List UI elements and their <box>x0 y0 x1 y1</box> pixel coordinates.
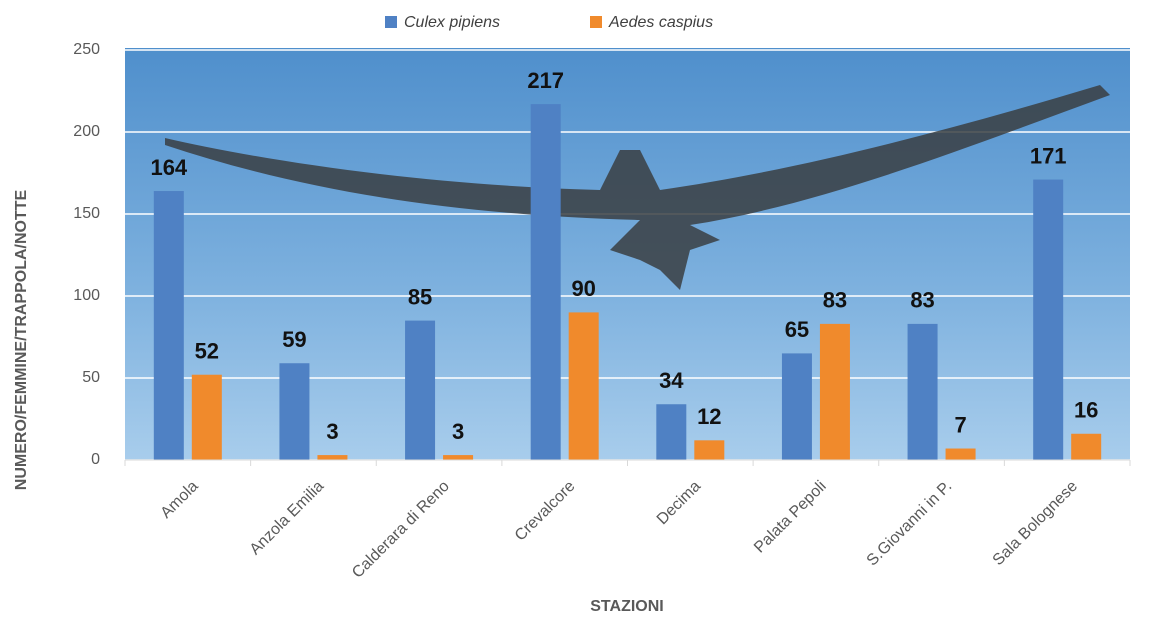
x-tick-label: Anzola Emilia <box>247 478 328 559</box>
y-tick-label: 150 <box>73 205 100 222</box>
bar <box>317 455 348 460</box>
legend-swatch <box>590 16 602 28</box>
data-label: 59 <box>282 327 306 352</box>
data-label: 16 <box>1074 398 1098 423</box>
y-tick-label: 250 <box>73 41 100 58</box>
bar <box>191 374 222 460</box>
bar <box>568 312 599 460</box>
data-label: 171 <box>1030 143 1067 168</box>
bar <box>1071 433 1102 460</box>
y-tick-label: 50 <box>82 369 100 386</box>
data-label: 90 <box>571 276 595 301</box>
data-label: 3 <box>452 419 464 444</box>
bar <box>153 191 184 461</box>
data-label: 52 <box>195 339 219 364</box>
bar <box>279 363 310 460</box>
legend-label: Culex pipiens <box>404 14 500 31</box>
bar <box>694 440 725 460</box>
bar <box>1033 179 1064 460</box>
legend-label: Aedes caspius <box>608 14 713 31</box>
x-tick-label: Palata Pepoli <box>751 478 830 557</box>
bar <box>907 323 938 460</box>
bar <box>405 320 436 460</box>
legend-swatch <box>385 16 397 28</box>
x-tick-label: Calderara di Reno <box>349 478 453 582</box>
data-label: 7 <box>954 412 966 437</box>
bird <box>165 85 1110 290</box>
x-tick-label: S.Giovanni in P. <box>864 478 956 570</box>
x-tick-label: Amola <box>158 478 202 522</box>
y-axis-title: NUMERO/FEMMINE/TRAPPOLA/NOTTE <box>13 189 30 490</box>
bar <box>819 323 850 460</box>
data-label: 83 <box>910 288 934 313</box>
x-tick-label: Crevalcore <box>512 478 579 545</box>
y-tick-label: 0 <box>91 451 100 468</box>
data-label: 12 <box>697 404 721 429</box>
data-label: 83 <box>823 288 847 313</box>
data-label: 34 <box>659 368 684 393</box>
bar <box>945 448 976 460</box>
x-axis-title: STAZIONI <box>590 598 663 615</box>
data-label: 85 <box>408 284 432 309</box>
data-label: 3 <box>326 419 338 444</box>
bar <box>781 353 812 460</box>
y-tick-label: 100 <box>73 287 100 304</box>
x-tick-label: Sala Bolognese <box>990 478 1081 569</box>
bar <box>530 104 561 461</box>
data-label: 164 <box>150 155 187 180</box>
y-tick-label: 200 <box>73 123 100 140</box>
bar <box>443 455 474 460</box>
bar <box>656 404 687 460</box>
x-tick-label: Decima <box>654 478 704 528</box>
data-label: 217 <box>527 68 564 93</box>
data-label: 65 <box>785 317 809 342</box>
